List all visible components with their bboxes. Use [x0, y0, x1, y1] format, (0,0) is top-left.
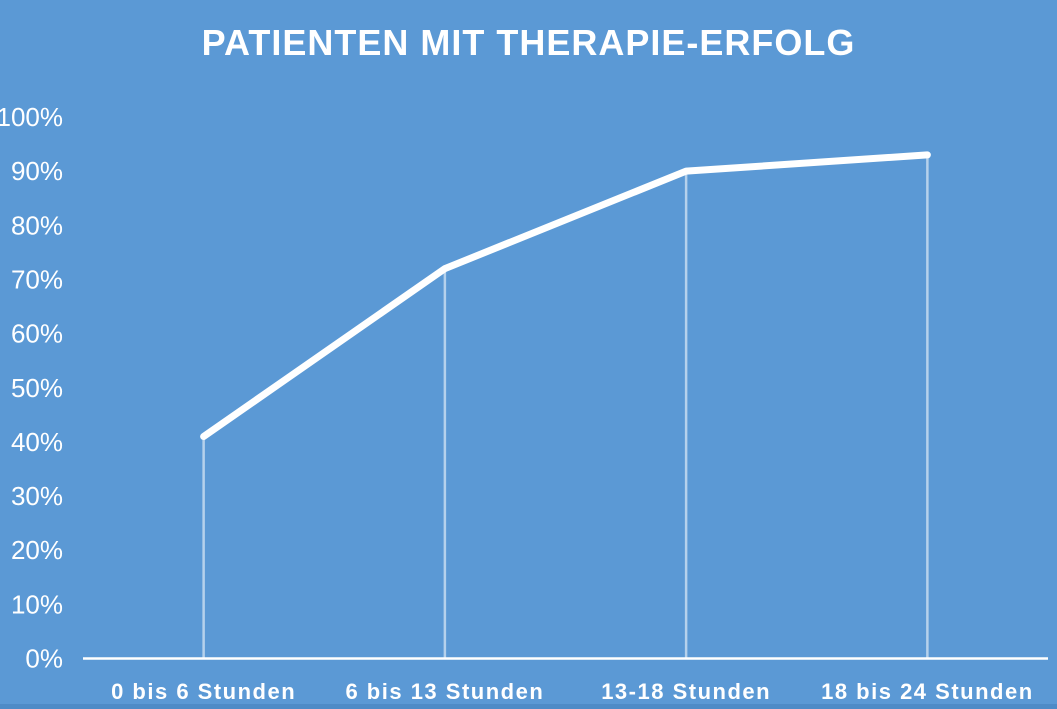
chart-title: PATIENTEN MIT THERAPIE-ERFOLG: [201, 22, 856, 63]
y-tick-label: 70%: [11, 264, 63, 294]
y-tick-label: 10%: [11, 589, 63, 619]
y-tick-label: 80%: [11, 210, 63, 240]
bottom-border: [0, 704, 1057, 709]
x-category-label: 18 bis 24 Stunden: [821, 679, 1034, 704]
x-category-label: 13-18 Stunden: [601, 679, 771, 704]
x-category-label: 6 bis 13 Stunden: [345, 679, 544, 704]
y-tick-label: 50%: [11, 373, 63, 403]
x-category-label: 0 bis 6 Stunden: [111, 679, 296, 704]
y-tick-label: 100%: [0, 102, 63, 132]
y-tick-label: 90%: [11, 156, 63, 186]
series-line: [200, 151, 931, 440]
y-tick-label: 20%: [11, 535, 63, 565]
y-tick-label: 0%: [25, 644, 63, 674]
y-tick-label: 60%: [11, 319, 63, 349]
y-tick-label: 40%: [11, 427, 63, 457]
y-tick-label: 30%: [11, 481, 63, 511]
